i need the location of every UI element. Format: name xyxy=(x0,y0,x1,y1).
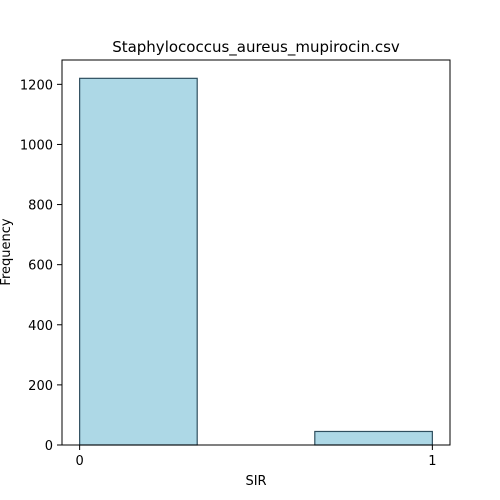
histogram-bar-0 xyxy=(79,77,198,446)
x-tick-label: 0 xyxy=(75,454,83,469)
y-ticks-group: 0 200 400 600 800 1000 1200 xyxy=(20,78,62,454)
y-axis-label: Frequency xyxy=(0,218,14,285)
histogram-bar-1 xyxy=(314,430,433,446)
x-tick-label: 1 xyxy=(428,454,436,469)
y-tick-label: 600 xyxy=(28,259,53,274)
plot-frame xyxy=(61,59,451,446)
y-tick-label: 400 xyxy=(28,319,53,334)
y-tick-label: 200 xyxy=(28,379,53,394)
x-axis-label: SIR xyxy=(245,474,266,489)
y-tick-label: 800 xyxy=(28,199,53,214)
chart-title: Staphylococcus_aureus_mupirocin.csv xyxy=(112,38,400,57)
y-tick-label: 1200 xyxy=(20,78,53,93)
y-tick-label: 1000 xyxy=(20,138,53,153)
bars-group xyxy=(79,77,433,446)
y-tick-label: 0 xyxy=(45,439,53,454)
